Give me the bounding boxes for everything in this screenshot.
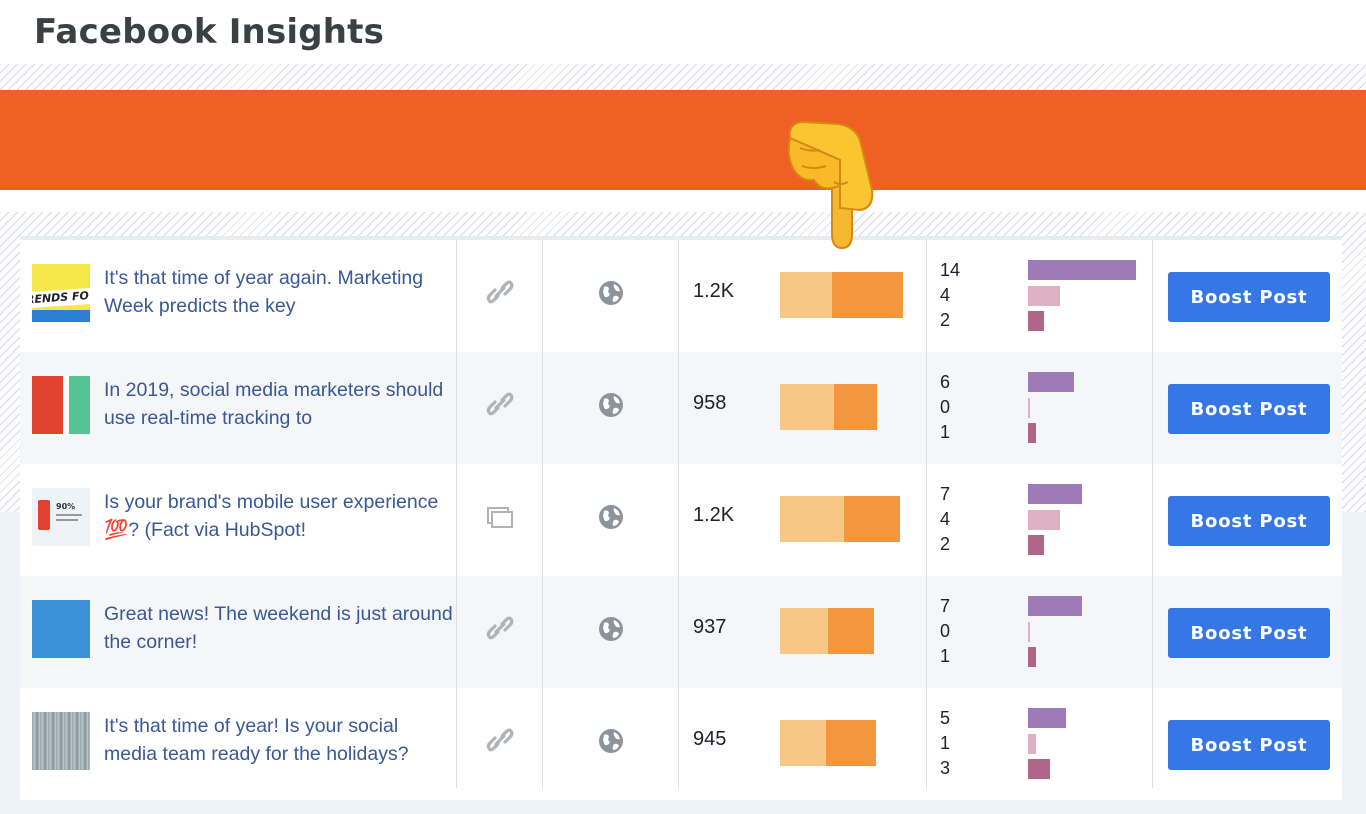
engagement-value: 1 — [940, 733, 951, 753]
album-icon — [486, 502, 514, 530]
engagement-value: 2 — [940, 310, 951, 330]
boost-post-button[interactable]: Boost Post — [1168, 384, 1330, 434]
reach-bar-organic — [780, 608, 828, 654]
reach-value: 1.2K — [693, 504, 735, 526]
engagement-value: 3 — [940, 758, 951, 778]
engagement-value: 0 — [940, 621, 951, 641]
table-row: RENDS FO It's that time of year again. Ma… — [20, 240, 1342, 352]
engagement-bar — [1028, 708, 1066, 728]
page-title: Facebook Insights — [34, 12, 385, 52]
reach-bar-paid — [844, 496, 900, 542]
engagement-bar — [1028, 423, 1036, 443]
boost-post-button[interactable]: Boost Post — [1168, 272, 1330, 322]
column-divider — [1152, 240, 1153, 788]
engagement-value: 4 — [940, 285, 951, 305]
thumbnail-caption: RENDS FO — [32, 287, 90, 309]
engagement-bar — [1028, 535, 1044, 555]
engagement-bar — [1028, 596, 1082, 616]
engagement-value: 1 — [940, 422, 951, 442]
post-thumbnail[interactable] — [32, 712, 90, 770]
engagement-value: 0 — [940, 397, 951, 417]
engagement-bar — [1028, 622, 1030, 642]
reach-value: 937 — [693, 616, 727, 638]
link-icon — [486, 390, 514, 418]
reach-bar — [780, 272, 903, 318]
globe-icon — [598, 504, 624, 530]
globe-icon — [598, 616, 624, 642]
thumbnail-caption: 90% — [56, 502, 76, 511]
post-text-link[interactable]: Great news! The weekend is just around t… — [104, 603, 453, 653]
column-divider — [542, 240, 543, 788]
reach-bar-organic — [780, 272, 832, 318]
posts-table: RENDS FO It's that time of year again. Ma… — [20, 236, 1342, 800]
engagement-values: 14 4 2 — [940, 258, 960, 333]
table-row: It's that time of year! Is your social m… — [20, 688, 1342, 800]
table-row: 90% Is your brand's mobile user experienc… — [20, 464, 1342, 576]
boost-post-button[interactable]: Boost Post — [1168, 608, 1330, 658]
reach-bar-organic — [780, 384, 834, 430]
engagement-bar — [1028, 484, 1082, 504]
engagement-value: 5 — [940, 708, 951, 728]
reach-bar-paid — [832, 272, 903, 318]
post-text-link[interactable]: In 2019, social media marketers should u… — [104, 379, 444, 429]
engagement-values: 5 1 3 — [940, 706, 950, 781]
reach-bar — [780, 608, 874, 654]
orange-banner — [0, 90, 1366, 190]
engagement-value: 4 — [940, 509, 951, 529]
reach-bar-organic — [780, 720, 826, 766]
table-row: Great news! The weekend is just around t… — [20, 576, 1342, 688]
engagement-value: 6 — [940, 372, 951, 392]
post-thumbnail[interactable] — [32, 600, 90, 658]
engagement-bar — [1028, 260, 1136, 280]
engagement-value: 2 — [940, 534, 951, 554]
engagement-bar — [1028, 398, 1030, 418]
engagement-values: 7 0 1 — [940, 594, 950, 669]
pointing-down-hand-icon — [787, 120, 874, 250]
boost-post-button[interactable]: Boost Post — [1168, 496, 1330, 546]
engagement-bar — [1028, 510, 1060, 530]
reach-value: 945 — [693, 728, 727, 750]
engagement-values: 7 4 2 — [940, 482, 950, 557]
column-divider — [456, 240, 457, 788]
engagement-bar — [1028, 372, 1074, 392]
globe-icon — [598, 728, 624, 754]
engagement-bar — [1028, 734, 1036, 754]
reach-bar — [780, 720, 876, 766]
engagement-value: 7 — [940, 596, 951, 616]
globe-icon — [598, 280, 624, 306]
reach-bar-organic — [780, 496, 844, 542]
boost-post-button[interactable]: Boost Post — [1168, 720, 1330, 770]
column-divider — [926, 240, 927, 788]
globe-icon — [598, 392, 624, 418]
reach-value: 1.2K — [693, 280, 735, 302]
link-icon — [486, 278, 514, 306]
post-text-link[interactable]: It's that time of year! Is your social m… — [104, 715, 409, 765]
reach-value: 958 — [693, 392, 727, 414]
reach-bar-paid — [826, 720, 876, 766]
post-text-link[interactable]: It's that time of year again. Marketing … — [104, 267, 424, 317]
post-thumbnail[interactable]: 90% — [32, 488, 90, 546]
reach-bar — [780, 384, 877, 430]
engagement-value: 7 — [940, 484, 951, 504]
post-text-link[interactable]: Is your brand's mobile user experience 💯… — [104, 491, 439, 541]
post-thumbnail[interactable] — [32, 376, 90, 434]
engagement-value: 14 — [940, 260, 961, 280]
table-row: In 2019, social media marketers should u… — [20, 352, 1342, 464]
engagement-bar — [1028, 759, 1050, 779]
engagement-bar — [1028, 647, 1036, 667]
engagement-value: 1 — [940, 646, 951, 666]
reach-bar — [780, 496, 900, 542]
post-thumbnail[interactable]: RENDS FO — [32, 264, 90, 322]
engagement-bar — [1028, 311, 1044, 331]
reach-bar-paid — [834, 384, 877, 430]
reach-bar-paid — [828, 608, 874, 654]
column-divider — [678, 240, 679, 788]
link-icon — [486, 726, 514, 754]
hatch-divider — [0, 64, 1366, 90]
link-icon — [486, 614, 514, 642]
engagement-values: 6 0 1 — [940, 370, 950, 445]
engagement-bar — [1028, 286, 1060, 306]
